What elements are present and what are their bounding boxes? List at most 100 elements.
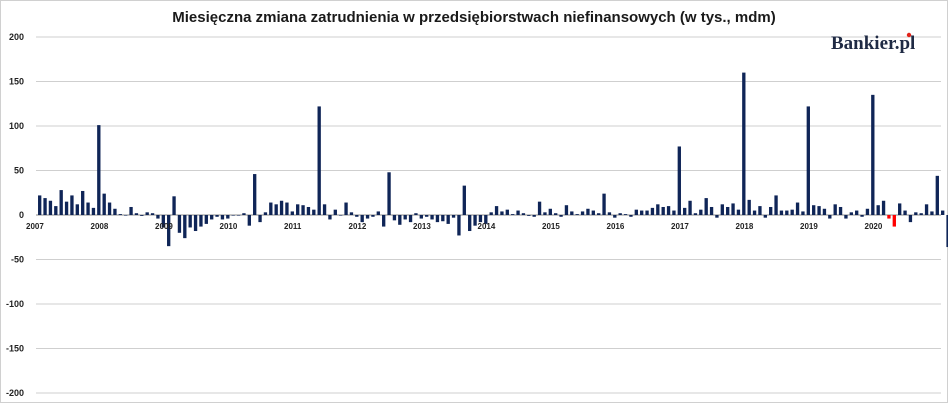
bar [570,211,574,215]
bar [704,198,708,215]
bar [129,206,133,215]
bar [414,213,418,215]
bar [156,215,160,219]
bar [54,206,58,215]
bar [215,215,219,217]
bar [769,206,773,215]
bar [97,125,101,215]
bar [505,209,509,215]
bar [296,204,300,215]
bar [408,215,413,223]
bar [650,207,655,215]
bar [795,202,800,215]
bar [279,200,284,215]
bar [306,206,311,215]
bar [91,207,96,215]
bar [172,196,176,215]
bar [833,204,837,215]
bar [666,206,671,215]
bar [586,208,590,215]
bar [70,195,74,215]
bar [177,215,182,233]
bar [269,202,273,215]
bar [441,215,445,222]
bar [774,195,778,215]
y-axis-ticks: -200 -150 -100 -50 0 50 100 150 200 [6,32,24,398]
logo-text: Bankier [831,33,897,54]
bar [591,210,595,215]
bar [715,215,719,218]
bar [709,206,714,215]
bar [613,215,617,218]
bar [731,203,735,215]
x-tick-label: 2018 [736,222,754,231]
bar [516,210,520,215]
bar [145,212,149,215]
bar [623,214,628,215]
bar [86,202,90,215]
bar [489,212,493,215]
bar [919,213,923,215]
bar [511,214,515,215]
bar [930,211,934,215]
bar [908,215,913,223]
bar [199,215,203,227]
bar [435,215,440,223]
bar [365,215,370,219]
bar [742,72,746,215]
bar [263,212,268,215]
bar [193,215,198,232]
bar [806,106,810,215]
bar [376,211,380,215]
bar [699,209,703,215]
bar [887,215,891,219]
bar [473,215,477,226]
bar [274,204,278,215]
bar [634,209,638,215]
bar [419,215,423,219]
bar [597,213,601,215]
bar [758,206,762,215]
bar [672,210,676,215]
bar [688,200,692,215]
bar [607,212,612,215]
bar [48,200,53,215]
x-tick-label: 2020 [865,222,883,231]
bar [602,193,606,215]
x-axis-ticks: 2007 2008 2009 2010 2011 2012 2013 2014 2015 2016… [26,222,883,231]
bar [521,213,526,215]
grid-layer [36,36,941,394]
bar [468,215,472,232]
bar [532,215,536,217]
bar [828,215,832,219]
y-tick-label: -150 [6,344,24,354]
bar [941,210,945,215]
bar [855,210,859,215]
bar [322,204,327,215]
bar [924,204,929,215]
bar [478,215,483,223]
y-tick-label: 150 [9,77,24,87]
bar [317,106,321,215]
chart-title: Miesięczna zmiana zatrudnienia w przedsi… [172,9,775,26]
bar [344,202,348,215]
bar [38,195,42,215]
bar [457,215,461,236]
bar [865,208,870,215]
bar [102,193,106,215]
bar [382,215,386,227]
bar [183,215,187,239]
bar [355,215,359,217]
y-tick-label: -50 [11,255,24,265]
bar [640,210,644,215]
logo-red-dot [906,32,912,38]
bar [564,205,569,215]
bankier-logo: Bankier.pl [831,32,915,54]
bar [118,214,122,215]
bar [236,215,241,216]
bar [220,215,225,220]
bar [328,215,332,220]
bar [446,215,450,224]
bar [559,215,563,217]
